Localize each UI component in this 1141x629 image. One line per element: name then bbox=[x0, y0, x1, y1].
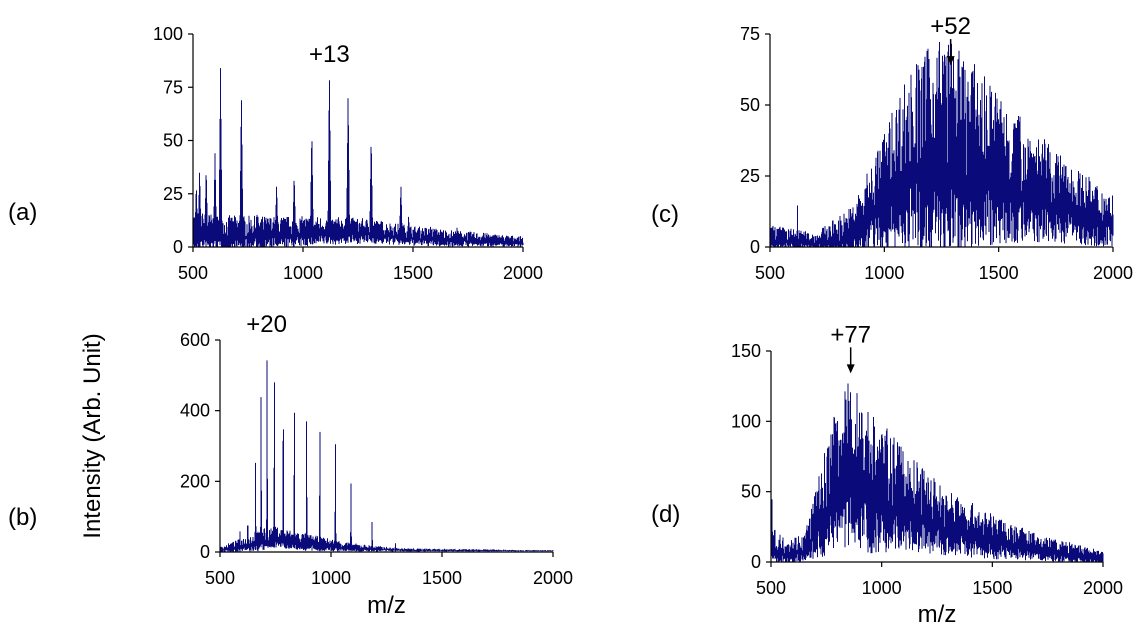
panel-d: (d) 0 50 100 150 500 1000 1500 2000 m/z +77 bbox=[651, 321, 1123, 628]
charge-state-annotation: +77 bbox=[830, 321, 871, 348]
x-tick-label: 1000 bbox=[283, 263, 323, 283]
spectrum-trace bbox=[769, 42, 1114, 247]
x-axis-title: m/z bbox=[367, 592, 406, 619]
panel-b: (b) 0 200 400 600 500 1000 1500 2000 m/z +20 bbox=[8, 311, 573, 619]
x-tick-label: 1500 bbox=[972, 578, 1012, 598]
x-tick-label: 1500 bbox=[979, 263, 1019, 283]
x-tick-label: 2000 bbox=[503, 263, 543, 283]
x-tick-label: 1000 bbox=[864, 263, 904, 283]
panel-label: (a) bbox=[8, 199, 37, 226]
y-tick-label: 50 bbox=[163, 131, 183, 151]
x-tick-label: 1000 bbox=[862, 578, 902, 598]
x-tick-label: 1000 bbox=[311, 568, 351, 588]
panel-label: (c) bbox=[651, 201, 679, 228]
y-tick-label: 150 bbox=[731, 341, 761, 361]
y-tick-label: 100 bbox=[731, 411, 761, 431]
y-tick-label: 75 bbox=[163, 77, 183, 97]
y-axis-title: Intensity (Arb. Unit) bbox=[79, 333, 106, 538]
annotation-arrowhead bbox=[846, 364, 855, 374]
x-axis-title: m/z bbox=[918, 601, 957, 628]
charge-state-annotation: +13 bbox=[309, 41, 350, 68]
x-tick-label: 500 bbox=[178, 263, 208, 283]
x-tick-label: 500 bbox=[756, 578, 786, 598]
y-tick-label: 0 bbox=[751, 552, 761, 572]
x-tick-label: 1500 bbox=[393, 263, 433, 283]
y-tick-label: 0 bbox=[200, 542, 210, 562]
y-tick-label: 100 bbox=[153, 24, 183, 44]
y-tick-label: 25 bbox=[163, 184, 183, 204]
x-tick-label: 2000 bbox=[1093, 263, 1133, 283]
x-tick-label: 500 bbox=[755, 263, 785, 283]
y-tick-label: 0 bbox=[750, 237, 760, 257]
y-tick-label: 200 bbox=[180, 471, 210, 491]
x-tick-label: 500 bbox=[205, 568, 235, 588]
spectrum-trace bbox=[770, 383, 1104, 562]
x-tick-label: 1500 bbox=[422, 568, 462, 588]
panel-a: (a) 0 25 50 75 100 500 1000 1500 2000 +13 bbox=[8, 24, 543, 283]
charge-state-annotation: +20 bbox=[246, 311, 287, 338]
annotation-arrowhead bbox=[946, 56, 955, 66]
y-tick-label: 25 bbox=[740, 166, 760, 186]
x-tick-label: 2000 bbox=[533, 568, 573, 588]
spectrum-trace bbox=[219, 360, 554, 552]
y-tick-label: 75 bbox=[740, 24, 760, 44]
y-tick-label: 400 bbox=[180, 401, 210, 421]
panel-c: (c) 0 25 50 75 500 1000 1500 2000 +52 bbox=[651, 13, 1133, 283]
x-tick-label: 2000 bbox=[1083, 578, 1123, 598]
y-tick-label: 0 bbox=[173, 237, 183, 257]
y-tick-label: 50 bbox=[740, 95, 760, 115]
charge-state-annotation: +52 bbox=[930, 13, 971, 40]
y-tick-label: 600 bbox=[180, 330, 210, 350]
y-tick-label: 50 bbox=[741, 482, 761, 502]
panel-label: (d) bbox=[651, 501, 680, 528]
spectrum-trace bbox=[192, 68, 524, 247]
panel-label: (b) bbox=[8, 504, 37, 531]
